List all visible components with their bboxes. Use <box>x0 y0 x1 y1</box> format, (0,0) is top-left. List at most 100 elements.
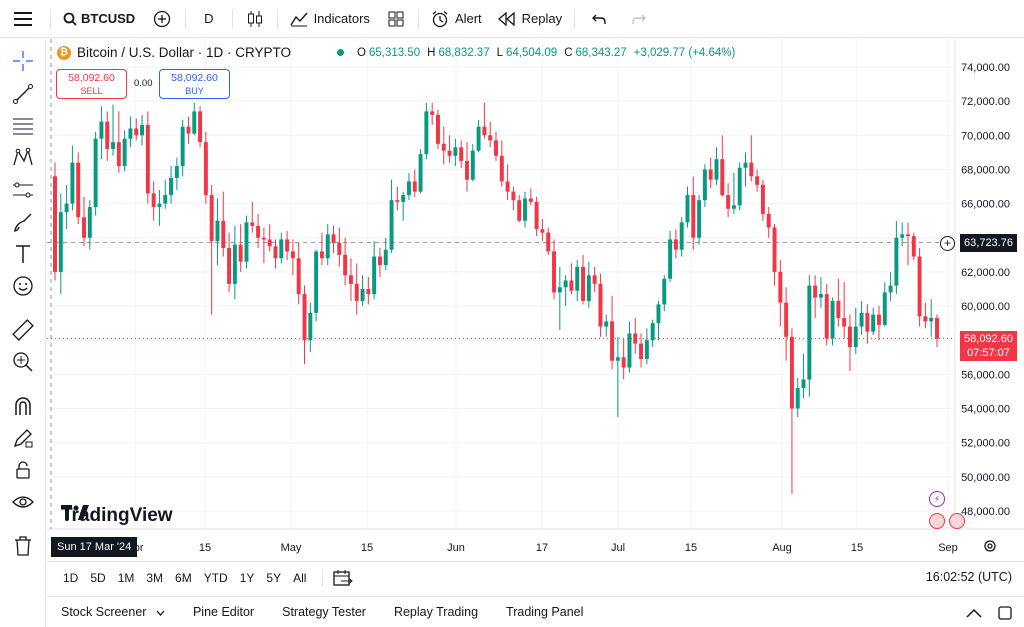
zoom-in-icon[interactable] <box>11 350 35 374</box>
candle-body <box>348 275 353 284</box>
tab-strategy-tester[interactable]: Strategy Tester <box>282 605 366 619</box>
logo-text: TradingView <box>61 505 173 526</box>
candle-body <box>145 125 150 194</box>
candlestick-chart[interactable]: 74,000.00 72,000.00 70,000.00 68,000.00 66,0… <box>47 39 1024 560</box>
candle-body <box>691 195 696 238</box>
timeframe-1y[interactable]: 1Y <box>239 570 255 585</box>
candle-body <box>209 195 214 242</box>
candle-body <box>261 237 266 240</box>
indicators-button[interactable]: Indicators <box>282 0 378 38</box>
price-chart[interactable]: 74,000.00 72,000.00 70,000.00 68,000.00 66,0… <box>47 39 1024 560</box>
candle-body <box>592 275 597 284</box>
lock-icon[interactable] <box>11 458 35 482</box>
candle-body <box>824 294 829 339</box>
candle-body <box>244 222 249 262</box>
candle-body <box>917 256 922 317</box>
candle-body <box>302 294 307 341</box>
settings-gear-icon[interactable] <box>983 539 997 553</box>
tradingview-logo[interactable]: TradingView <box>61 505 173 527</box>
chart-type-button[interactable] <box>237 0 273 38</box>
brush-icon[interactable] <box>11 210 35 234</box>
candle-body <box>604 321 609 327</box>
candle-body <box>401 195 406 202</box>
alert-button[interactable]: Alert <box>423 0 490 38</box>
crosshair-icon[interactable] <box>11 49 35 73</box>
timeframe-3m[interactable]: 3M <box>146 570 164 585</box>
divider <box>417 8 419 29</box>
candle-body <box>877 314 881 325</box>
timeframe-1d[interactable]: 1D <box>63 570 79 585</box>
candle-body <box>755 176 760 185</box>
date-range-calendar-icon[interactable] <box>333 569 354 587</box>
magnet-icon[interactable] <box>11 394 35 418</box>
candle-body <box>888 285 893 293</box>
timeframe-6m[interactable]: 6M <box>175 570 192 585</box>
menu-icon[interactable] <box>0 0 46 38</box>
timeframe-ytd[interactable]: YTD <box>203 570 228 585</box>
pencil-lock-icon[interactable] <box>11 426 35 450</box>
price-axis-label: 68,000.00 <box>961 164 1010 176</box>
sell-price: 58,092.60 <box>68 72 115 84</box>
add-alert-plus-icon[interactable]: + <box>940 236 955 251</box>
timeframe-all[interactable]: All <box>293 570 307 585</box>
candle-body <box>523 198 527 221</box>
lightning-event-icon[interactable]: ⚡ <box>929 491 945 507</box>
time-axis-label: Jul <box>611 542 625 554</box>
candle-body <box>668 239 673 279</box>
candle-body <box>789 336 794 409</box>
candle-body <box>714 159 719 180</box>
time-axis-label: May <box>281 542 302 554</box>
ruler-icon[interactable] <box>11 318 35 342</box>
candle-body <box>279 239 284 259</box>
pattern-icon[interactable] <box>11 146 35 170</box>
candle-body <box>743 162 748 168</box>
symbol-legend[interactable]: ₿ Bitcoin / U.S. Dollar · 1D · CRYPTO <box>57 45 291 60</box>
trash-icon[interactable] <box>11 534 35 558</box>
candle-body <box>331 234 336 243</box>
redo-button[interactable] <box>619 0 659 38</box>
candle-body <box>296 258 301 295</box>
compare-symbol-button[interactable] <box>143 0 181 38</box>
close-key: C <box>564 47 573 59</box>
timeframe-1m[interactable]: 1M <box>117 570 135 585</box>
timeframe-bar: 1D 5D 1M 3M 6M YTD 1Y 5Y All 16:02:52 (U… <box>47 561 1024 593</box>
time-axis-label: 15 <box>685 542 697 554</box>
tab-stock-screener[interactable]: Stock Screener <box>47 605 179 619</box>
interval-button[interactable]: D <box>190 0 227 38</box>
candle-body <box>726 195 731 209</box>
tab-trading-panel[interactable]: Trading Panel <box>506 605 584 619</box>
candle-body <box>552 251 556 293</box>
text-tool-icon[interactable] <box>11 242 35 266</box>
symbol-search-button[interactable]: BTCUSD <box>55 0 143 38</box>
price-axis-label: 48,000.00 <box>961 506 1010 518</box>
add-circle-icon <box>154 10 171 27</box>
emoji-icon[interactable] <box>11 274 35 298</box>
candle-body <box>418 154 423 192</box>
buy-button[interactable]: 58,092.60 BUY <box>159 69 230 99</box>
us-flag-event-icon[interactable] <box>929 513 945 529</box>
timeframe-5d[interactable]: 5D <box>90 570 106 585</box>
collapse-panel-chevron-icon[interactable] <box>966 608 982 618</box>
timeframe-5y[interactable]: 5Y <box>266 570 282 585</box>
candle-body <box>586 275 591 301</box>
trend-line-icon[interactable] <box>11 82 35 106</box>
candle-body <box>621 357 626 368</box>
candle-body <box>882 292 887 325</box>
undo-button[interactable] <box>579 0 619 38</box>
eye-icon[interactable] <box>11 490 35 514</box>
layouts-button[interactable] <box>378 0 414 38</box>
symbol-label: BTCUSD <box>81 11 136 26</box>
maximize-panel-icon[interactable] <box>998 606 1012 620</box>
tab-replay-trading[interactable]: Replay Trading <box>393 605 479 619</box>
replay-button[interactable]: Replay <box>490 0 570 38</box>
sell-button[interactable]: 58,092.60 SELL <box>56 69 127 99</box>
fib-retracement-icon[interactable] <box>11 114 35 138</box>
utc-clock[interactable]: 16:02:52 (UTC) <box>925 570 1012 584</box>
prediction-icon[interactable] <box>11 178 35 202</box>
crosshair-price-label: 63,723.76 <box>960 234 1017 252</box>
tab-pine-editor[interactable]: Pine Editor <box>192 605 255 619</box>
price-axis-label: 50,000.00 <box>961 472 1010 484</box>
candle-body <box>499 155 504 182</box>
us-flag-event-icon[interactable] <box>949 513 965 529</box>
candle-body <box>859 312 864 327</box>
